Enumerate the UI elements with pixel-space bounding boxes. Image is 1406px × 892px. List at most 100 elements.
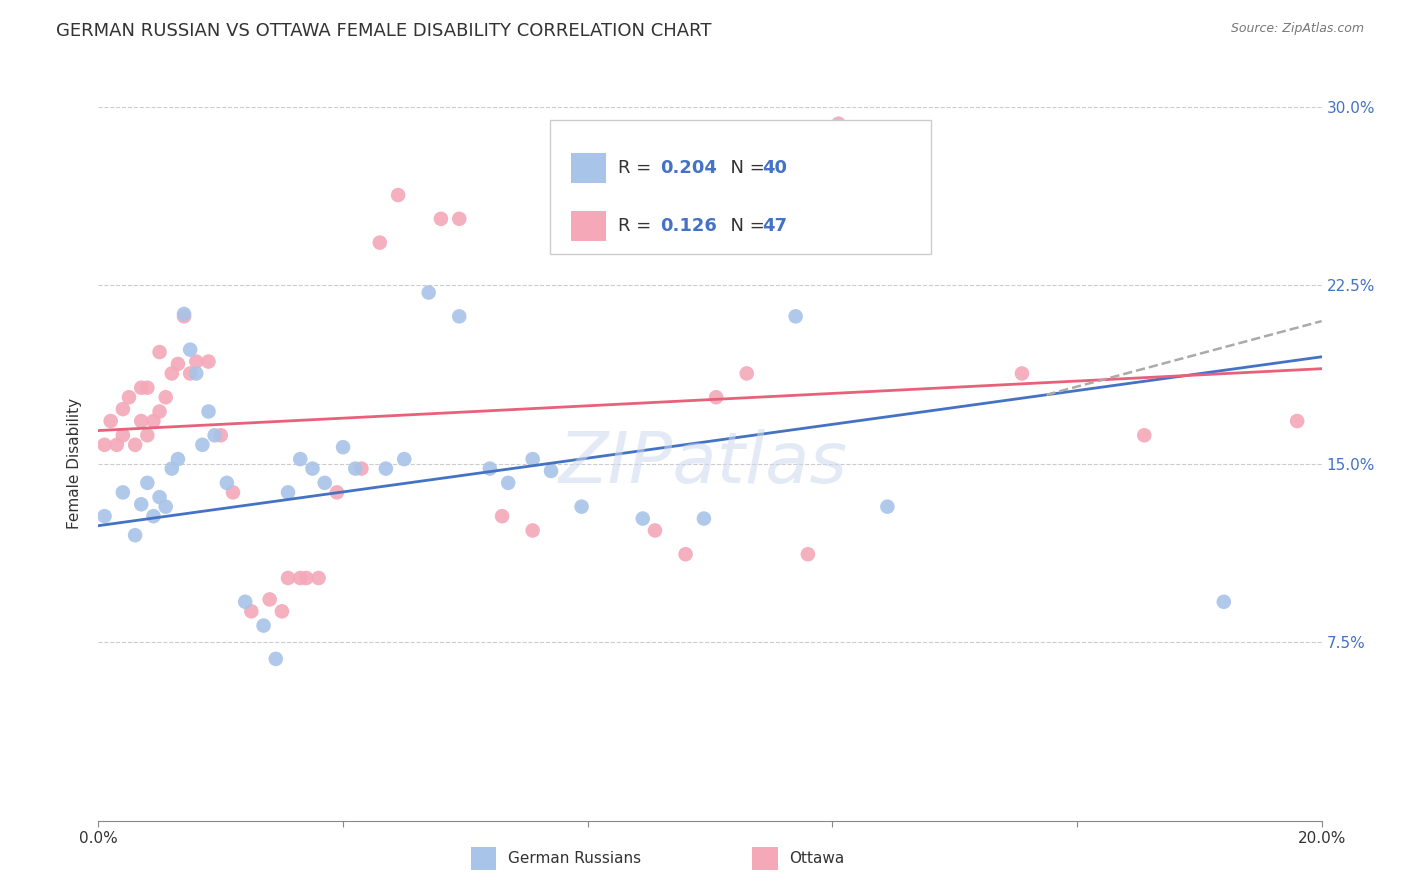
Point (93, 509, 115, 524)
Point (491, 509, 513, 524)
Point (418, 285, 440, 300)
Point (1011, 367, 1033, 381)
Point (111, 402, 134, 417)
Point (540, 464, 562, 478)
Point (496, 475, 519, 490)
Text: 0.204: 0.204 (659, 159, 717, 178)
Point (100, 414, 122, 428)
Point (197, 404, 219, 418)
Point (160, 461, 183, 475)
Point (270, 604, 292, 618)
Point (350, 461, 373, 475)
Point (179, 367, 201, 381)
Point (186, 354, 208, 368)
Point (240, 604, 263, 618)
Point (118, 390, 141, 404)
Point (129, 497, 152, 511)
Point (344, 461, 367, 475)
Point (191, 438, 214, 452)
Point (142, 414, 165, 428)
Text: ZIPatlas: ZIPatlas (558, 429, 848, 499)
Point (571, 500, 593, 514)
Point (430, 211, 453, 226)
Point (173, 310, 195, 324)
Text: 47: 47 (762, 217, 787, 235)
Point (374, 461, 396, 475)
Point (167, 357, 190, 371)
Y-axis label: Female Disability: Female Disability (67, 398, 83, 530)
Point (785, 310, 807, 324)
Point (290, 452, 312, 467)
Point (735, 367, 758, 381)
Point (136, 428, 159, 442)
Point (233, 595, 256, 609)
Point (129, 381, 152, 395)
Point (704, 390, 727, 404)
Point (368, 235, 391, 250)
Text: R =: R = (617, 217, 657, 235)
Point (124, 528, 146, 542)
Point (449, 310, 471, 324)
Point (631, 511, 654, 525)
Point (308, 571, 330, 585)
Point (215, 475, 238, 490)
Point (155, 390, 177, 404)
Point (277, 485, 299, 500)
Point (876, 500, 898, 514)
Point (797, 547, 820, 561)
Point (301, 461, 323, 475)
Text: Source: ZipAtlas.com: Source: ZipAtlas.com (1230, 22, 1364, 36)
Point (111, 485, 134, 500)
Text: German Russians: German Russians (508, 851, 641, 866)
Text: Ottawa: Ottawa (789, 851, 844, 866)
Point (392, 452, 416, 467)
Point (522, 524, 544, 538)
Point (142, 509, 165, 524)
Point (314, 475, 336, 490)
Point (160, 367, 183, 381)
Point (167, 452, 190, 467)
Point (222, 485, 245, 500)
Point (197, 354, 219, 368)
Point (149, 345, 172, 359)
Text: R =: R = (617, 159, 657, 178)
Point (449, 211, 471, 226)
Point (326, 485, 349, 500)
Point (155, 500, 177, 514)
Point (209, 428, 232, 442)
Point (1212, 595, 1234, 609)
Point (179, 343, 201, 357)
Point (124, 438, 146, 452)
Point (149, 490, 172, 504)
Point (204, 428, 226, 442)
Point (478, 461, 501, 475)
Point (522, 452, 544, 467)
Point (264, 652, 287, 666)
Point (111, 428, 134, 442)
Point (186, 367, 208, 381)
Point (1133, 428, 1156, 442)
Text: GERMAN RUSSIAN VS OTTAWA FEMALE DISABILITY CORRELATION CHART: GERMAN RUSSIAN VS OTTAWA FEMALE DISABILI… (56, 22, 711, 40)
Point (1286, 414, 1309, 428)
Text: N =: N = (718, 217, 770, 235)
Point (387, 188, 409, 202)
Point (93, 438, 115, 452)
Text: N =: N = (718, 159, 770, 178)
Point (332, 440, 354, 454)
Point (693, 511, 716, 525)
Point (277, 571, 299, 585)
Point (290, 571, 312, 585)
Text: 40: 40 (762, 159, 787, 178)
Point (252, 618, 274, 632)
Point (136, 381, 159, 395)
Point (105, 438, 128, 452)
Text: 0.126: 0.126 (659, 217, 717, 235)
Point (173, 307, 195, 321)
Point (259, 592, 281, 607)
Point (827, 117, 849, 131)
Point (129, 414, 152, 428)
Point (136, 475, 159, 490)
Point (644, 524, 666, 538)
Point (675, 547, 697, 561)
Point (295, 571, 318, 585)
